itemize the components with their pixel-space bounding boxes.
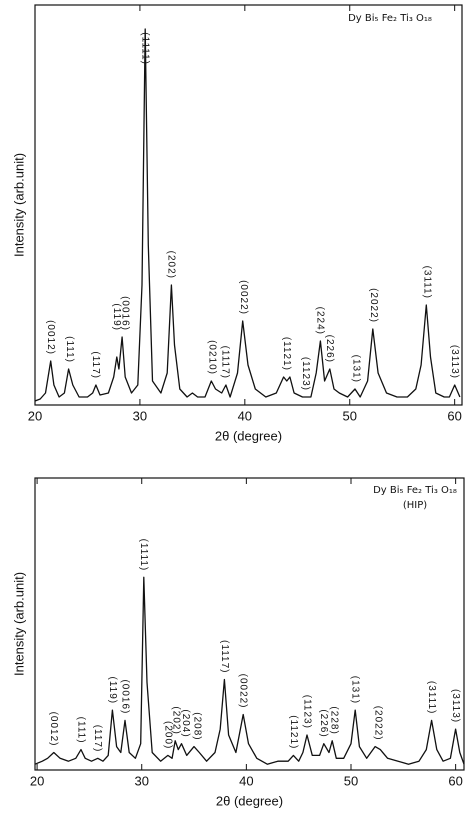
- peak-label: (2022): [373, 706, 384, 741]
- chart-title: Dy Bi₅ Fe₂ Ti₃ O₁₈: [348, 13, 432, 24]
- xrd-line: [34, 28, 461, 402]
- peak-label: (1121): [288, 715, 299, 749]
- x-tick-label: 50: [344, 773, 358, 788]
- peak-label: (3113): [450, 689, 461, 723]
- plot-frame: [34, 4, 463, 406]
- peak-label: (131): [350, 355, 361, 383]
- peak-label: (200): [162, 721, 173, 749]
- peak-label: (2022): [368, 288, 379, 323]
- peak-label: (202): [166, 251, 177, 279]
- x-tick-label: 30: [134, 773, 148, 788]
- peak-label: (0012): [45, 320, 56, 355]
- peak-label: (3113): [449, 345, 460, 379]
- x-tick-label: 40: [238, 408, 252, 423]
- peak-label: (202): [171, 706, 182, 734]
- peak-label: (224): [315, 307, 326, 335]
- peak-label: (119): [111, 303, 122, 331]
- peak-label: (1121): [281, 337, 292, 371]
- x-tick-label: 20: [30, 773, 44, 788]
- x-axis-label: 2θ (degree): [215, 428, 282, 443]
- peak-label: (0012): [48, 712, 59, 747]
- peak-label: (111): [64, 336, 75, 363]
- peak-label: (0210): [207, 340, 218, 375]
- peak-label: (0016): [120, 296, 131, 331]
- peak-label: (0016): [119, 679, 130, 714]
- peak-label: (0022): [238, 280, 249, 315]
- peak-label: (119): [107, 677, 118, 705]
- chart-title: Dy Bi₅ Fe₂ Ti₃ O₁₈: [373, 485, 457, 496]
- peak-label: (117): [90, 351, 101, 379]
- peak-label: (226): [324, 335, 335, 363]
- chart: 20 30 40 50 60 2θ (degree) Intensity (arb.unit…: [11, 477, 465, 808]
- y-axis-label: Intensity (arb.unit): [11, 572, 26, 676]
- chart-subtitle: (HIP): [403, 500, 427, 511]
- x-tick-label: 40: [239, 773, 253, 788]
- peak-label: (1117): [219, 640, 230, 673]
- peak-label: (1111): [140, 32, 151, 65]
- peak-label: (0022): [238, 674, 249, 709]
- peak-label: (208): [192, 712, 203, 740]
- peak-label: (3111): [422, 266, 433, 299]
- chart: 20 30 40 50 60 2θ (degree) Intensity (arb.unit…: [11, 4, 463, 443]
- peak-label: (1111): [138, 539, 149, 572]
- peak-label: (111): [75, 717, 86, 744]
- x-tick-label: 60: [448, 773, 462, 788]
- peak-label: (1123): [301, 695, 312, 729]
- x-tick-label: 20: [28, 408, 42, 423]
- peak-label: (131): [350, 676, 361, 704]
- peak-label: (3111): [426, 681, 437, 714]
- xrd-line: [34, 576, 465, 765]
- plot-frame: [34, 477, 465, 771]
- x-tick-label: 30: [133, 408, 147, 423]
- peak-label: (226): [318, 709, 329, 737]
- peak-label: (228): [329, 706, 340, 734]
- peak-label: (204): [180, 709, 191, 737]
- peak-label: (117): [92, 725, 103, 753]
- peak-label: (1117): [219, 346, 230, 379]
- y-axis-label: Intensity (arb.unit): [11, 153, 26, 257]
- x-tick-label: 60: [447, 408, 461, 423]
- x-tick-label: 50: [343, 408, 357, 423]
- x-axis-label: 2θ (degree): [216, 793, 283, 808]
- peak-label: (1123): [300, 357, 311, 391]
